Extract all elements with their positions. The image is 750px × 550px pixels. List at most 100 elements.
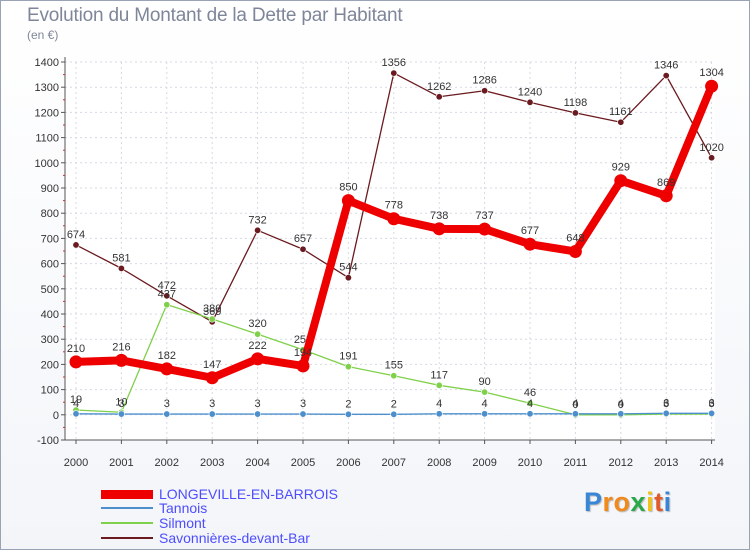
data-point <box>526 410 534 418</box>
data-point <box>481 388 489 396</box>
data-label: 3 <box>255 398 261 410</box>
data-label: 222 <box>248 340 266 352</box>
data-point <box>526 98 534 106</box>
data-label: 216 <box>112 341 130 353</box>
x-tick-label: 2004 <box>245 457 269 469</box>
data-point <box>708 154 716 162</box>
data-point <box>435 381 443 389</box>
data-label: 1161 <box>609 106 633 118</box>
data-label: 6 <box>709 397 715 409</box>
data-point <box>390 69 398 77</box>
data-point <box>163 292 171 300</box>
data-label: 1286 <box>472 75 496 87</box>
data-label: 3 <box>209 398 215 410</box>
legend-item-longeville[interactable]: LONGEVILLE-EN-BARROIS <box>101 486 338 502</box>
legend-label: Silmont <box>159 515 206 531</box>
data-label: 2 <box>391 398 397 410</box>
data-label: 472 <box>158 280 176 292</box>
data-point <box>205 371 219 385</box>
data-label: 850 <box>339 182 357 194</box>
data-label: 4 <box>73 398 79 410</box>
x-tick-label: 2010 <box>518 457 542 469</box>
data-point <box>72 241 80 249</box>
data-label: 3 <box>300 398 306 410</box>
y-tick-label: 1300 <box>35 82 59 94</box>
y-tick-label: 500 <box>41 284 59 296</box>
y-tick-label: 0 <box>53 410 59 422</box>
data-label: 182 <box>158 350 176 362</box>
data-point <box>208 410 216 418</box>
legend-item-tannois[interactable]: Tannois <box>101 500 208 516</box>
data-label: 10 <box>115 396 127 408</box>
data-label: 4 <box>572 398 578 410</box>
logo-letter: x <box>630 487 647 517</box>
data-point <box>526 399 534 407</box>
data-point <box>341 194 355 208</box>
plot-area <box>65 62 715 440</box>
data-label: 1346 <box>654 60 678 72</box>
data-point <box>254 330 262 338</box>
legend-swatch <box>101 537 153 539</box>
data-point <box>523 237 537 251</box>
data-label: 155 <box>385 360 403 372</box>
x-tick-label: 2007 <box>382 457 406 469</box>
data-point <box>478 222 492 236</box>
data-point <box>617 118 625 126</box>
x-tick-label: 2014 <box>699 457 723 469</box>
legend-item-savonnieres[interactable]: Savonnières-devant-Bar <box>101 530 310 546</box>
legend-swatch <box>101 507 153 509</box>
data-point <box>568 245 582 259</box>
data-point <box>114 353 128 367</box>
data-point <box>117 264 125 272</box>
y-tick-label: 1000 <box>35 158 59 170</box>
data-point <box>344 274 352 282</box>
data-point <box>208 315 216 323</box>
data-label: 0 <box>618 399 624 411</box>
data-point <box>617 410 625 418</box>
logo-letter: i <box>646 487 655 517</box>
data-label: 320 <box>248 318 266 330</box>
data-point <box>117 410 125 418</box>
data-label: 437 <box>158 289 176 301</box>
data-label: 19 <box>70 394 82 406</box>
logo-letter: r <box>602 487 614 517</box>
legend-label: Tannois <box>159 500 208 516</box>
data-point <box>299 410 307 418</box>
y-tick-label: 1100 <box>35 133 59 145</box>
legend-item-silmont[interactable]: Silmont <box>101 515 206 531</box>
data-point <box>435 93 443 101</box>
data-point <box>705 79 719 93</box>
data-point <box>251 352 265 366</box>
data-label: 1198 <box>564 97 588 109</box>
x-tick-label: 2009 <box>472 457 496 469</box>
y-tick-label: 100 <box>41 385 59 397</box>
data-point <box>481 87 489 95</box>
data-label: 4 <box>527 398 533 410</box>
data-point <box>481 410 489 418</box>
data-label: 869 <box>657 177 675 189</box>
data-point <box>299 245 307 253</box>
data-label: 648 <box>566 233 584 245</box>
data-point <box>72 410 80 418</box>
data-point <box>659 189 673 203</box>
y-tick-label: 200 <box>41 359 59 371</box>
y-tick-label: -100 <box>37 435 59 447</box>
legend-swatch <box>101 522 153 524</box>
y-tick-label: 400 <box>41 309 59 321</box>
data-label: 4 <box>618 398 624 410</box>
y-tick-label: 600 <box>41 259 59 271</box>
data-label: 117 <box>430 369 448 381</box>
data-point <box>390 410 398 418</box>
data-label: 657 <box>294 233 312 245</box>
data-point <box>254 410 262 418</box>
x-tick-label: 2000 <box>64 457 88 469</box>
legend-label: Savonnières-devant-Bar <box>159 530 310 546</box>
data-label: 0 <box>572 399 578 411</box>
logo-letter: o <box>613 487 631 517</box>
legend-swatch <box>101 489 153 499</box>
legend-label: LONGEVILLE-EN-BARROIS <box>159 486 338 502</box>
data-label: 194 <box>294 347 312 359</box>
data-point <box>435 410 443 418</box>
